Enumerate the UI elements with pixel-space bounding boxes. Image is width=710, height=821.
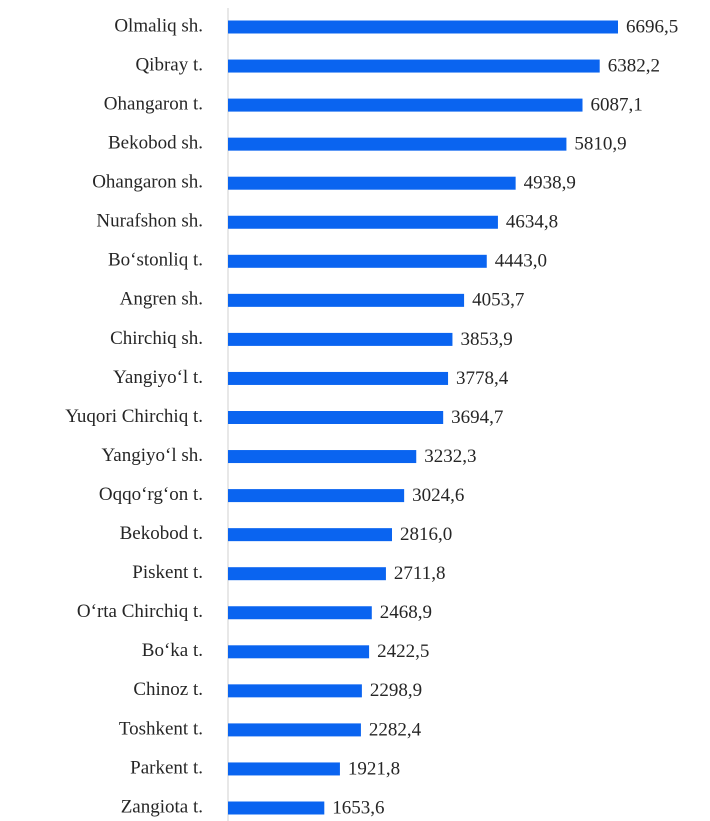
bar (228, 528, 393, 542)
y-tick-label: Angren sh. (120, 289, 203, 310)
y-tick-label: Piskent t. (132, 562, 203, 583)
bar (228, 98, 583, 112)
y-tick-label: Chinoz t. (133, 679, 203, 700)
value-label: 2422,5 (377, 641, 429, 662)
value-label: 2282,4 (369, 719, 422, 740)
y-tick-label: Bo‘ka t. (142, 640, 203, 661)
bar (228, 176, 516, 190)
y-tick-label: Ohangaron sh. (92, 172, 203, 193)
value-label: 2298,9 (370, 680, 422, 701)
y-tick-label: Ohangaron t. (104, 93, 203, 114)
bar (228, 254, 487, 268)
bar (228, 411, 444, 424)
bar (228, 762, 340, 776)
value-label: 4053,7 (472, 290, 524, 311)
y-tick-label: Oqqo‘rg‘on t. (99, 484, 203, 505)
bar (228, 293, 465, 307)
value-label: 2468,9 (380, 602, 432, 623)
y-tick-label: Yangiyo‘l t. (113, 367, 203, 388)
y-tick-label: Zangiota t. (121, 796, 203, 817)
value-label: 2816,0 (400, 524, 452, 545)
bar (228, 723, 361, 737)
y-tick-label: Toshkent t. (119, 718, 203, 739)
bar (228, 645, 370, 659)
y-tick-label: Bo‘stonliq t. (108, 250, 203, 271)
y-tick-label: O‘rta Chirchiq t. (77, 601, 203, 622)
value-label: 1921,8 (348, 758, 400, 779)
value-label: 2711,8 (394, 563, 446, 584)
bar (228, 450, 417, 464)
bar (228, 20, 618, 34)
value-label: 6696,5 (626, 16, 678, 37)
value-label: 3778,4 (456, 368, 509, 389)
bar (228, 567, 386, 581)
y-tick-label: Qibray t. (135, 54, 203, 75)
y-tick-label: Bekobod sh. (108, 133, 203, 154)
value-label: 4634,8 (506, 212, 558, 233)
y-tick-label: Yuqori Chirchiq t. (65, 406, 203, 427)
bar (228, 215, 498, 229)
y-tick-label: Bekobod t. (120, 523, 203, 544)
value-label: 3232,3 (424, 446, 476, 467)
value-label: 1653,6 (332, 797, 384, 818)
bar (228, 137, 567, 151)
y-tick-label: Parkent t. (130, 757, 203, 778)
value-label: 5810,9 (574, 134, 626, 155)
bar (228, 59, 600, 73)
y-tick-label: Nurafshon sh. (96, 211, 203, 232)
value-label: 4443,0 (495, 251, 547, 272)
bar (228, 606, 372, 620)
value-label: 4938,9 (524, 173, 576, 194)
bar (228, 489, 405, 503)
y-tick-label: Chirchiq sh. (110, 328, 203, 349)
bar (228, 332, 453, 346)
y-tick-label: Yangiyo‘l sh. (101, 445, 203, 466)
value-label: 6087,1 (591, 94, 643, 115)
value-label: 3694,7 (451, 407, 503, 428)
bar (228, 801, 325, 815)
value-label: 6382,2 (608, 55, 660, 76)
bar (228, 684, 362, 698)
value-label: 3024,6 (412, 485, 464, 506)
value-label: 3853,9 (460, 329, 512, 350)
bar (228, 371, 449, 385)
y-tick-label: Olmaliq sh. (114, 15, 203, 36)
